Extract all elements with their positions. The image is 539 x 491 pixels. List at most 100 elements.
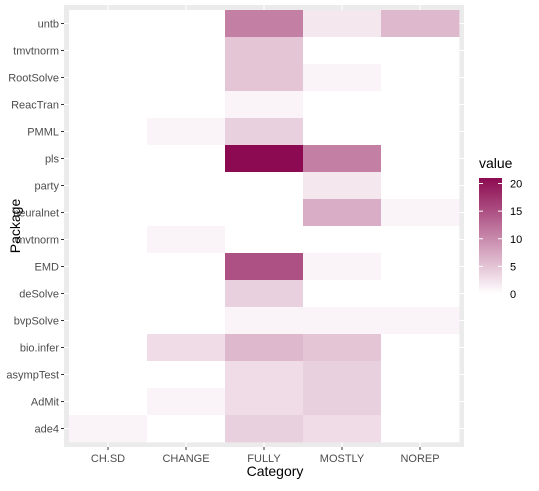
y-tick-label: bio.infer: [20, 343, 59, 355]
heatmap-cell: [69, 37, 148, 65]
y-tick-label: PMML: [27, 127, 59, 139]
legend-colorbar: [479, 178, 502, 294]
heatmap-cell: [69, 280, 148, 308]
y-tick-label: pls: [45, 154, 60, 166]
heatmap-cell: [225, 226, 304, 254]
heatmap-cell: [225, 280, 304, 308]
heatmap-cell: [147, 64, 226, 92]
x-tick-label: CH.SD: [91, 453, 125, 465]
heatmap-cell: [381, 37, 460, 65]
heatmap-cell: [225, 172, 304, 200]
x-axis-title: Category: [247, 463, 304, 479]
heatmap-cell: [303, 37, 382, 65]
x-tick-label: MOSTLY: [320, 453, 365, 465]
heatmap-cell: [381, 199, 460, 227]
heatmap-cell: [147, 145, 226, 173]
y-tick-label: AdMit: [31, 397, 59, 409]
heatmap-cell: [303, 361, 382, 389]
heatmap-cell: [303, 415, 382, 443]
heatmap-cells: [69, 10, 460, 443]
heatmap-cell: [225, 91, 304, 119]
heatmap-cell: [381, 388, 460, 416]
heatmap-cell: [69, 91, 148, 119]
heatmap-cell: [303, 226, 382, 254]
y-tick-label: RootSolve: [8, 73, 59, 85]
heatmap-cell: [381, 280, 460, 308]
heatmap-cell: [147, 334, 226, 362]
heatmap-cell: [69, 361, 148, 389]
legend-ticks: 0 5 10 15 20: [479, 179, 522, 301]
y-tick-label: neuralnet: [13, 208, 59, 220]
heatmap-cell: [69, 253, 148, 281]
heatmap-cell: [147, 361, 226, 389]
heatmap-cell: [381, 307, 460, 335]
y-tick-label: deSolve: [19, 289, 59, 301]
heatmap-cell: [381, 10, 460, 38]
heatmap-cell: [225, 361, 304, 389]
y-tick-label: EMD: [35, 262, 60, 274]
x-tick-label: NOREP: [400, 453, 439, 465]
y-tick-label: ade4: [35, 424, 59, 436]
heatmap-cell: [69, 10, 148, 38]
legend-tick-label: 15: [510, 206, 522, 218]
legend: value 0 5 10 15 20: [479, 155, 522, 301]
heatmap-cell: [225, 199, 304, 227]
heatmap-cell: [381, 334, 460, 362]
heatmap-cell: [381, 361, 460, 389]
legend-title: value: [479, 155, 513, 171]
y-tick-label: ReacTran: [11, 100, 59, 112]
heatmap-cell: [303, 10, 382, 38]
heatmap-cell: [69, 118, 148, 146]
heatmap-cell: [147, 37, 226, 65]
legend-tick-label: 5: [510, 261, 516, 273]
heatmap-cell: [69, 307, 148, 335]
x-tick-label: FULLY: [247, 453, 281, 465]
heatmap-cell: [303, 64, 382, 92]
heatmap-cell: [147, 172, 226, 200]
y-tick-label: untb: [38, 19, 59, 31]
legend-tick-label: 20: [510, 179, 522, 191]
heatmap-cell: [225, 64, 304, 92]
heatmap-cell: [225, 307, 304, 335]
heatmap-cell: [225, 118, 304, 146]
heatmap-cell: [147, 253, 226, 281]
heatmap-cell: [147, 307, 226, 335]
heatmap-cell: [69, 334, 148, 362]
heatmap-cell: [225, 37, 304, 65]
heatmap-cell: [303, 334, 382, 362]
heatmap-cell: [303, 253, 382, 281]
x-axis: CH.SD CHANGE FULLY MOSTLY NOREP: [91, 447, 440, 465]
heatmap-cell: [147, 91, 226, 119]
heatmap-cell: [147, 199, 226, 227]
y-tick-label: mvtnorm: [16, 235, 59, 247]
legend-tick-label: 0: [510, 289, 516, 301]
heatmap-cell: [381, 172, 460, 200]
heatmap-cell: [69, 64, 148, 92]
heatmap-cell: [147, 118, 226, 146]
heatmap-cell: [69, 415, 148, 443]
heatmap-cell: [381, 64, 460, 92]
x-tick-label: CHANGE: [162, 453, 209, 465]
heatmap-cell: [147, 388, 226, 416]
heatmap-cell: [303, 388, 382, 416]
y-tick-label: tmvtnorm: [13, 46, 59, 58]
heatmap-cell: [69, 145, 148, 173]
heatmap-cell: [69, 226, 148, 254]
heatmap-cell: [303, 199, 382, 227]
heatmap-cell: [381, 118, 460, 146]
heatmap-cell: [225, 145, 304, 173]
heatmap-cell: [225, 253, 304, 281]
heatmap-cell: [303, 280, 382, 308]
heatmap-cell: [69, 172, 148, 200]
heatmap-cell: [381, 91, 460, 119]
heatmap-cell: [381, 253, 460, 281]
heatmap-cell: [147, 226, 226, 254]
heatmap-cell: [147, 415, 226, 443]
heatmap-cell: [381, 226, 460, 254]
legend-tick-label: 10: [510, 234, 522, 246]
heatmap-cell: [69, 199, 148, 227]
heatmap-cell: [225, 334, 304, 362]
heatmap-cell: [69, 388, 148, 416]
heatmap-cell: [225, 10, 304, 38]
